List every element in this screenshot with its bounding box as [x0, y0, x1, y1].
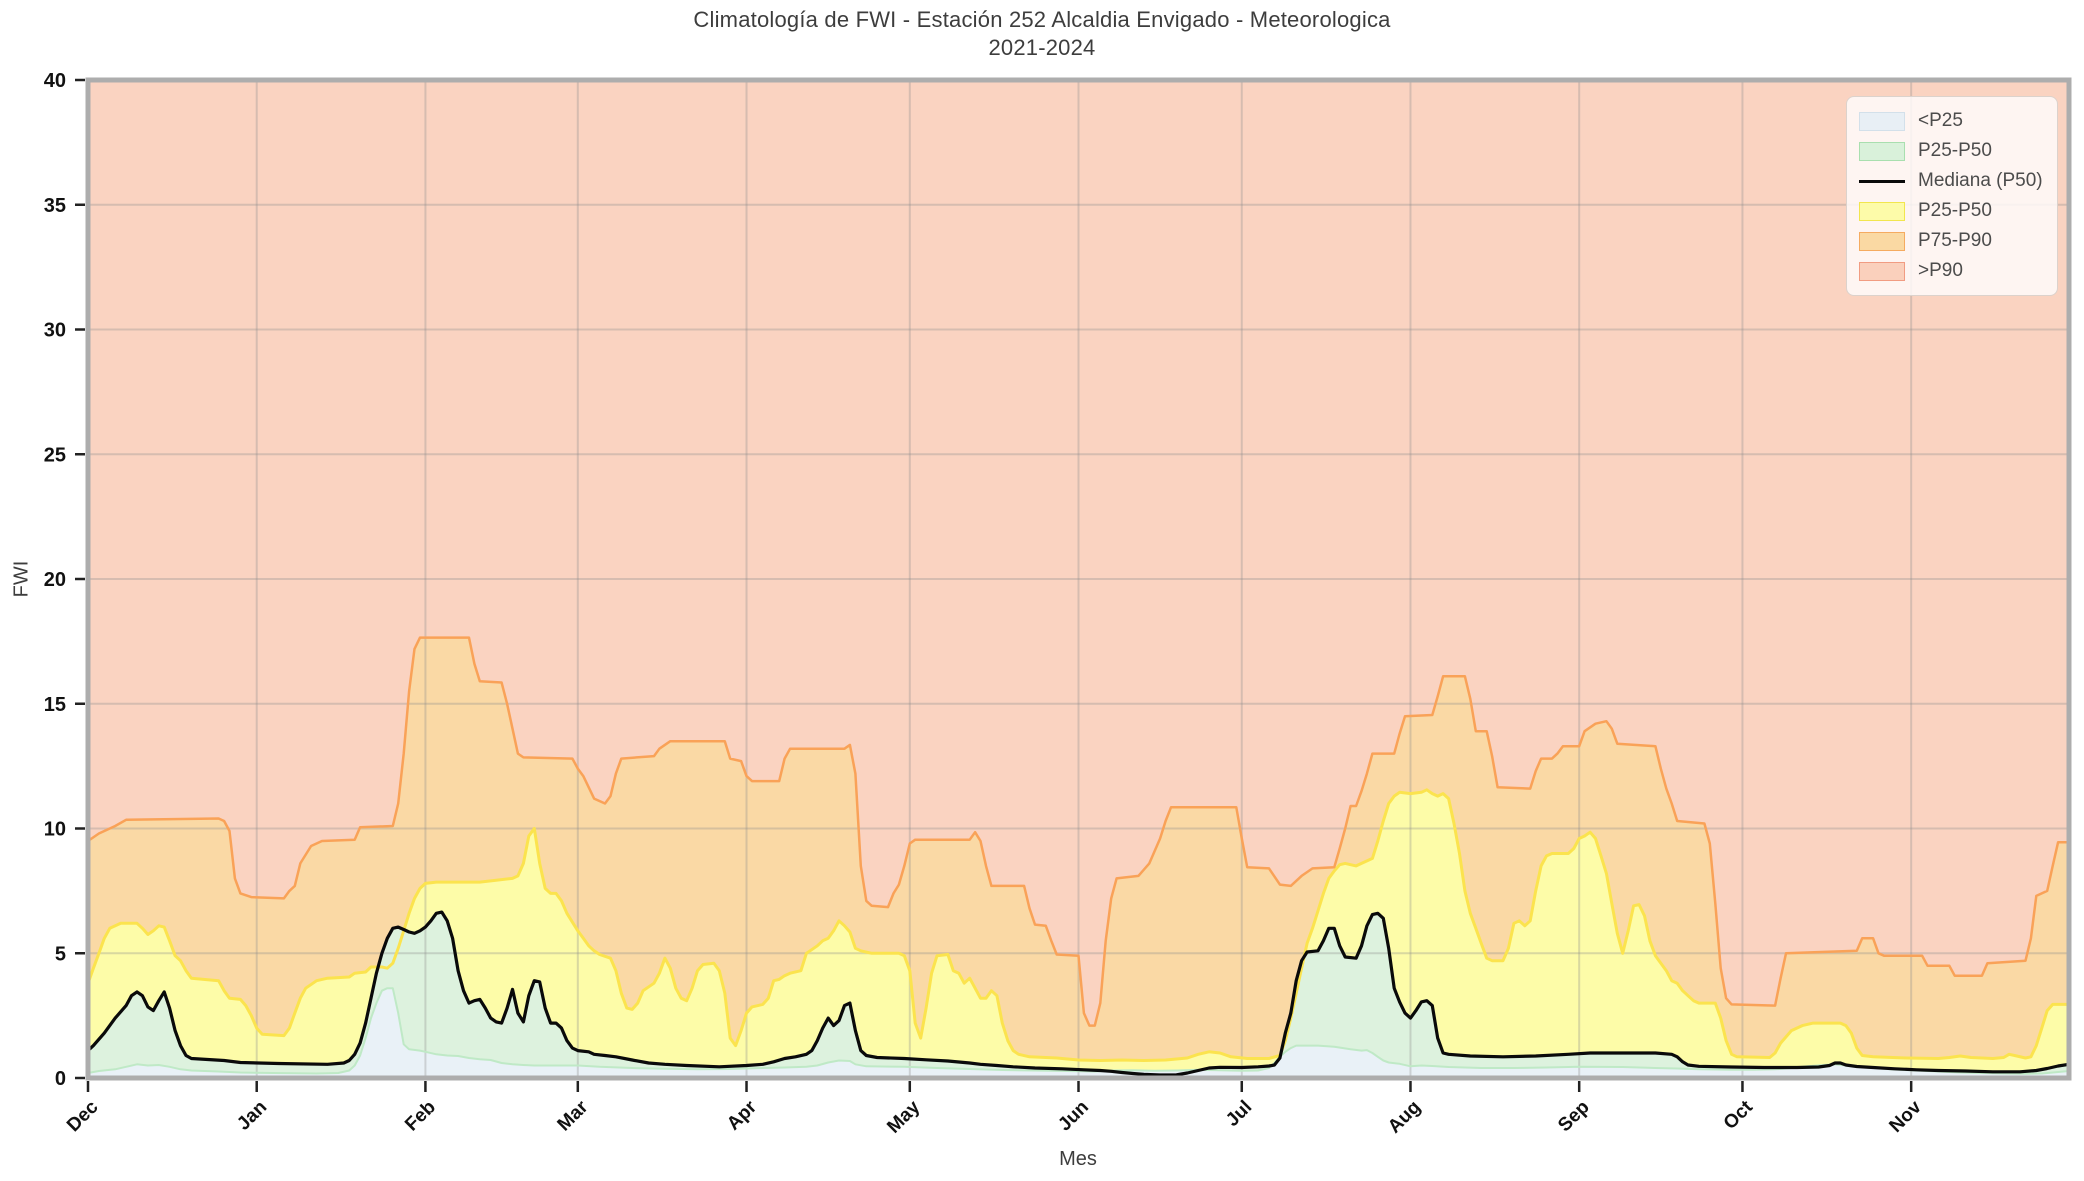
y-tick-label-35: 35: [44, 195, 66, 217]
legend-patch-swatch: [1859, 231, 1905, 251]
x-tick-label-Nov: Nov: [1885, 1096, 1926, 1137]
x-tick-label-Jul: Jul: [1222, 1097, 1256, 1131]
y-tick-label-25: 25: [44, 444, 66, 466]
band-p75-p90: [88, 637, 2069, 1061]
y-tick-label-20: 20: [44, 569, 66, 591]
legend: <P25 P25-P50 Mediana (P50) P25-P50 P75-P90 >P…: [1846, 96, 2058, 296]
x-axis-label: Mes: [1059, 1148, 1097, 1170]
legend-item-0: <P25: [1859, 106, 2045, 136]
legend-item-3: P25-P50: [1859, 196, 2045, 226]
band-gt-p90: [88, 80, 2069, 1026]
y-tick-label-15: 15: [44, 694, 66, 716]
legend-label: Mediana (P50): [1918, 170, 2043, 191]
legend-item-5: >P90: [1859, 256, 2045, 286]
legend-item-1: P25-P50: [1859, 136, 2045, 166]
legend-label: P25-P50: [1918, 200, 1992, 221]
y-tick-label-5: 5: [55, 943, 66, 965]
legend-item-2: Mediana (P50): [1859, 166, 2045, 196]
x-tick-label-Jan: Jan: [233, 1097, 271, 1135]
plot-border: [85, 77, 2072, 1081]
x-tick-label-Oct: Oct: [1720, 1096, 1758, 1134]
legend-patch-swatch: [1859, 201, 1905, 221]
y-tick-label-40: 40: [44, 70, 66, 92]
legend-patch-swatch: [1859, 261, 1905, 281]
band-lt-p25: [88, 988, 2069, 1078]
x-tick-label-Jun: Jun: [1054, 1097, 1093, 1136]
legend-patch-swatch: [1859, 141, 1905, 161]
legend-label: >P90: [1918, 260, 1963, 281]
p75-line: [86, 788, 2069, 1062]
x-tick-label-Dec: Dec: [63, 1096, 103, 1136]
y-axis-label: FWI: [10, 560, 33, 598]
p90-line: [87, 636, 2069, 1027]
x-tick-label-Mar: Mar: [554, 1096, 593, 1135]
y-tick-label-10: 10: [44, 819, 66, 841]
x-tick-label-Feb: Feb: [401, 1097, 440, 1136]
p25-line: [87, 987, 2070, 1075]
x-tick-label-Apr: Apr: [723, 1096, 761, 1134]
y-tick-label-30: 30: [44, 320, 66, 342]
x-tick-label-Sep: Sep: [1554, 1097, 1593, 1136]
legend-label: P75-P90: [1918, 230, 1992, 251]
x-tick-label-Aug: Aug: [1384, 1097, 1425, 1138]
legend-item-4: P75-P90: [1859, 226, 2045, 256]
band-p50-p75: [88, 789, 2069, 1075]
median-line: [86, 910, 2070, 1077]
legend-label: <P25: [1918, 110, 1963, 131]
y-tick-label-0: 0: [55, 1068, 66, 1090]
legend-patch-swatch: [1859, 111, 1905, 131]
legend-label: P25-P50: [1918, 140, 1992, 161]
x-tick-label-May: May: [883, 1096, 924, 1137]
legend-line-swatch: [1859, 179, 1905, 183]
